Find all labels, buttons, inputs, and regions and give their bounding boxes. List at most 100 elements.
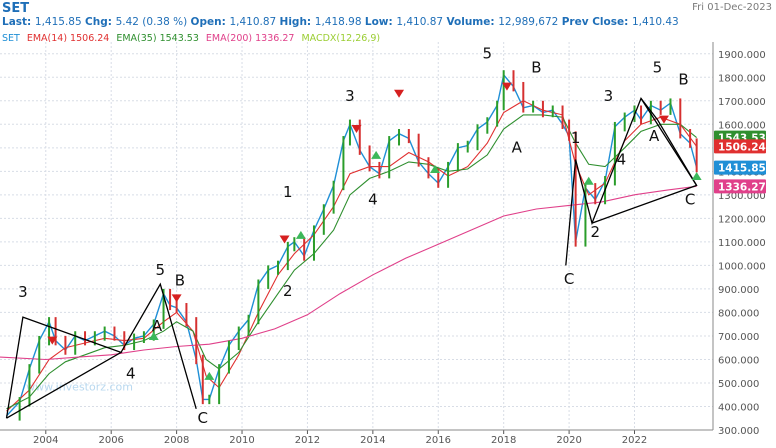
price-label-text: 1336.27 — [718, 181, 766, 193]
wave-label: 5 — [653, 59, 663, 77]
y-tick-label: 1800.000 — [718, 73, 766, 84]
y-tick-label: 1000.000 — [718, 261, 766, 272]
legend-entry: EMA(200) 1336.27 — [205, 33, 295, 44]
quote-value: 12,989,672 — [498, 16, 562, 28]
quote-value: 1,410.87 — [396, 16, 447, 28]
y-tick-label: 900.000 — [718, 285, 759, 296]
y-tick-label: 1300.000 — [718, 191, 766, 202]
watermark-text: www.investorz.com — [26, 380, 133, 393]
series-line — [6, 114, 697, 410]
x-tick-label: 2008 — [164, 435, 189, 446]
wave-label: 5 — [483, 44, 493, 62]
price-label-box — [714, 160, 766, 175]
indicator-legend: SET EMA(14) 1506.24 EMA(35) 1543.53 EMA(200… — [2, 33, 387, 44]
header-line-1: SET — [2, 1, 29, 16]
x-tick-label: 2006 — [98, 435, 123, 446]
x-tick-label: 2014 — [360, 435, 385, 446]
sell-marker — [171, 294, 182, 303]
legend-entry: MACDX(12,26,9) — [301, 33, 381, 44]
sell-marker — [394, 89, 405, 98]
y-tick-label: 800.000 — [718, 308, 759, 319]
quote-label: Chg: — [85, 16, 116, 28]
wave-label: 4 — [126, 364, 136, 382]
y-tick-label: 700.000 — [718, 332, 759, 343]
y-tick-label: 1100.000 — [718, 238, 766, 249]
y-tick-label: 300.000 — [718, 426, 759, 437]
buy-marker — [371, 150, 382, 159]
wave-line — [640, 98, 698, 186]
y-tick-label: 1600.000 — [718, 120, 766, 131]
buy-marker — [583, 176, 594, 185]
x-tick-label: 2018 — [491, 435, 516, 446]
quote-line: Last: 1,415.85 Chg: 5.42 (0.38 %) Open: … — [2, 16, 679, 28]
y-tick-label: 1700.000 — [718, 97, 766, 108]
legend-entry: EMA(14) 1506.24 — [26, 33, 110, 44]
wave-label: B — [678, 70, 688, 88]
wave-label: 5 — [155, 261, 165, 279]
wave-label: 4 — [368, 190, 378, 208]
wave-label: C — [198, 409, 208, 427]
wave-line — [120, 282, 197, 409]
price-label-text: 1415.85 — [718, 163, 766, 175]
y-tick-label: 1900.000 — [718, 50, 766, 61]
buy-marker — [204, 371, 215, 380]
wave-label: C — [685, 190, 695, 208]
plot-area — [0, 42, 713, 430]
buy-marker — [295, 230, 306, 239]
quote-value: 1,415.85 — [34, 16, 86, 28]
y-tick-label: 500.000 — [718, 379, 759, 390]
quote-value: 5.42 (0.38 %) — [115, 16, 191, 28]
wave-label: A — [649, 127, 660, 145]
quote-value: 1,410.87 — [229, 16, 280, 28]
wave-line — [565, 96, 698, 266]
y-tick-label: 600.000 — [718, 355, 759, 366]
wave-label: 4 — [617, 150, 627, 168]
wave-label: 2 — [283, 282, 293, 300]
wave-label: B — [531, 59, 541, 77]
sell-marker — [279, 235, 290, 244]
buy-marker — [148, 331, 159, 340]
y-tick-label: 1200.000 — [718, 214, 766, 225]
quote-label: High: — [279, 16, 315, 28]
wave-label: 3 — [604, 87, 614, 105]
x-tick-label: 2022 — [622, 435, 647, 446]
x-tick-label: 2020 — [556, 435, 581, 446]
date-label: Fri 01-Dec-2023 — [692, 2, 772, 13]
quote-value: 1,410.43 — [631, 16, 679, 28]
symbol-title: SET — [2, 1, 30, 16]
sell-marker — [658, 115, 669, 124]
x-tick-label: 2016 — [426, 435, 451, 446]
wave-label: C — [564, 270, 574, 288]
x-tick-label: 2010 — [229, 435, 254, 446]
buy-marker — [691, 172, 702, 181]
wave-label: 2 — [590, 223, 600, 241]
price-label-box — [714, 139, 766, 154]
buy-marker — [429, 164, 440, 173]
quote-value: 1,418.98 — [314, 16, 365, 28]
wave-label: 1 — [283, 183, 293, 201]
wave-label: A — [512, 139, 523, 157]
sell-marker — [351, 125, 362, 134]
quote-label: Volume: — [446, 16, 499, 28]
wave-label: B — [175, 271, 185, 289]
price-label-text: 1506.24 — [718, 141, 766, 153]
wave-label: A — [152, 317, 163, 335]
wave-label: 3 — [18, 283, 28, 301]
x-tick-label: 2004 — [33, 435, 58, 446]
quote-label: Open: — [190, 16, 230, 28]
quote-label: Last: — [2, 16, 35, 28]
quote-values: Last: 1,415.85 Chg: 5.42 (0.38 %) Open: … — [2, 16, 679, 28]
sell-marker — [501, 82, 512, 91]
wave-label: 3 — [345, 87, 355, 105]
legend-entry: SET — [2, 33, 20, 44]
legend-entry: EMA(35) 1543.53 — [116, 33, 199, 44]
quote-label: Prev Close: — [561, 16, 632, 28]
quote-label: Low: — [364, 16, 397, 28]
wave-line — [5, 316, 123, 419]
x-tick-label: 2012 — [295, 435, 320, 446]
price-label-box — [714, 179, 766, 194]
y-tick-label: 400.000 — [718, 402, 759, 413]
wave-label: 1 — [571, 129, 581, 147]
sell-marker — [47, 336, 58, 345]
